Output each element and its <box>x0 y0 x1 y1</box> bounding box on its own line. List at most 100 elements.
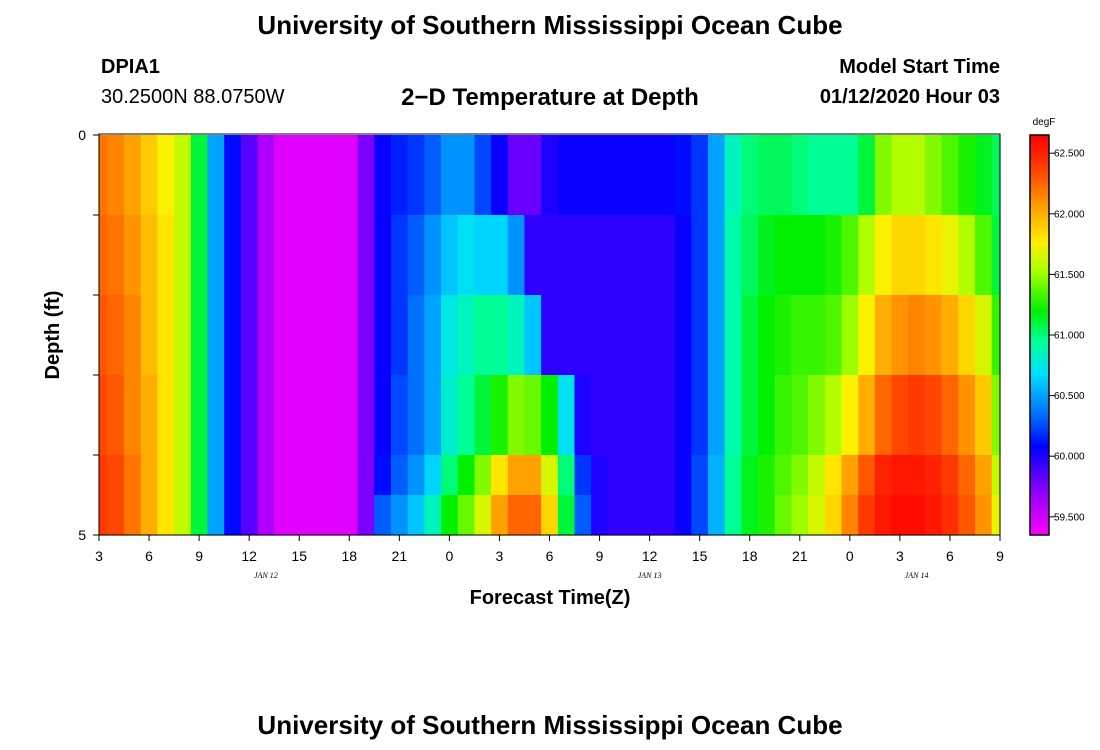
heatmap-cell <box>541 495 559 536</box>
heatmap-cell <box>290 295 309 336</box>
heatmap-cell <box>591 455 609 496</box>
heatmap-cell <box>474 495 492 536</box>
heatmap-cell <box>708 415 726 456</box>
heatmap-cell <box>741 215 759 256</box>
heatmap-cell <box>124 495 142 536</box>
heatmap-cell <box>307 175 325 216</box>
heatmap-cell <box>257 455 275 496</box>
heatmap-cell <box>307 375 325 416</box>
x-axis: 3 6 9 12 15 18 21 0 3 6 9 12 15 18 21 0 3 6 9 JAN 12 JAN 13 J… <box>95 535 1004 580</box>
heatmap-cell <box>190 215 209 256</box>
heatmap-cell <box>591 495 609 536</box>
heatmap-cell <box>724 255 742 296</box>
heatmap-cell <box>491 415 509 456</box>
heatmap-cell <box>374 135 392 176</box>
heatmap-cell <box>908 495 926 536</box>
heatmap-cell <box>758 495 776 536</box>
heatmap-cell <box>174 295 192 336</box>
heatmap-cell <box>340 135 359 176</box>
heatmap-cell <box>808 135 826 176</box>
heatmap-cell <box>941 335 959 376</box>
heatmap-cell <box>424 295 442 336</box>
heatmap-cell <box>624 335 642 376</box>
heatmap-cell <box>307 495 325 536</box>
heatmap-cell <box>157 135 175 176</box>
heatmap-cell <box>974 335 993 376</box>
heatmap-cell <box>441 215 459 256</box>
heatmap-cell <box>274 335 292 376</box>
heatmap-cell <box>407 175 425 216</box>
heatmap-cell <box>808 415 826 456</box>
heatmap-cell <box>741 135 759 176</box>
x-tick-label: 3 <box>95 548 103 564</box>
heatmap-cell <box>691 455 709 496</box>
heatmap-cell <box>657 495 676 536</box>
heatmap-cell <box>407 455 425 496</box>
heatmap-cell <box>774 135 793 176</box>
heatmap-cell <box>190 255 209 296</box>
heatmap-cell <box>841 135 859 176</box>
heatmap-cell <box>791 495 809 536</box>
heatmap-cell <box>140 455 158 496</box>
heatmap-cell <box>257 415 275 456</box>
heatmap-cell <box>441 375 459 416</box>
heatmap-cell <box>708 175 726 216</box>
heatmap-cell <box>107 295 125 336</box>
station-id: DPIA1 <box>101 56 160 78</box>
heatmap-cell <box>457 335 476 376</box>
heatmap-cell <box>624 295 642 336</box>
heatmap-cell <box>257 255 275 296</box>
colorbar-tick-label: 59.500 <box>1054 512 1085 523</box>
heatmap-cell <box>190 295 209 336</box>
heatmap-cell <box>708 495 726 536</box>
heatmap-cell <box>107 335 125 376</box>
heatmap-cell <box>657 455 676 496</box>
heatmap-cell <box>991 255 1001 296</box>
heatmap-cell <box>340 375 359 416</box>
heatmap-cell <box>791 455 809 496</box>
heatmap-cell <box>691 495 709 536</box>
heatmap-cell <box>107 215 125 256</box>
heatmap-cell <box>174 255 192 296</box>
x-tick-label: 9 <box>195 548 203 564</box>
heatmap-cell <box>390 215 409 256</box>
heatmap-cell <box>974 455 993 496</box>
heatmap-cell <box>491 495 509 536</box>
heatmap-cell <box>340 455 359 496</box>
x-date-label: JAN 12 <box>254 571 278 580</box>
heatmap-cell <box>691 295 709 336</box>
heatmap-cell <box>257 135 275 176</box>
heatmap-cell <box>724 215 742 256</box>
heatmap-cell <box>107 455 125 496</box>
heatmap-cell <box>157 215 175 256</box>
heatmap-cell <box>207 335 225 376</box>
heatmap-cell <box>891 495 909 536</box>
heatmap-cell <box>424 375 442 416</box>
x-tick-label: 0 <box>445 548 453 564</box>
colorbar-tick-label: 61.000 <box>1054 331 1085 342</box>
heatmap-cell <box>607 335 626 376</box>
heatmap-cell <box>974 295 993 336</box>
heatmap-cell <box>607 295 626 336</box>
heatmap-cell <box>474 215 492 256</box>
heatmap-cell <box>974 495 993 536</box>
heatmap-cell <box>858 255 876 296</box>
heatmap-cell <box>791 175 809 216</box>
heatmap-cell <box>290 335 309 376</box>
heatmap-cell <box>941 215 959 256</box>
heatmap-cell <box>791 215 809 256</box>
heatmap-cell <box>858 415 876 456</box>
heatmap-cell <box>240 295 259 336</box>
heatmap-cell <box>441 495 459 536</box>
heatmap-cell <box>99 255 108 296</box>
heatmap-cell <box>524 335 542 376</box>
heatmap-cell <box>541 135 559 176</box>
heatmap-cell <box>207 495 225 536</box>
heatmap-cell <box>524 215 542 256</box>
heatmap-cell <box>941 415 959 456</box>
heatmap-cell <box>324 175 342 216</box>
heatmap-cell <box>774 375 793 416</box>
heatmap-cell <box>758 255 776 296</box>
heatmap-cell <box>107 175 125 216</box>
page-title: University of Southern Mississippi Ocean… <box>257 10 843 40</box>
